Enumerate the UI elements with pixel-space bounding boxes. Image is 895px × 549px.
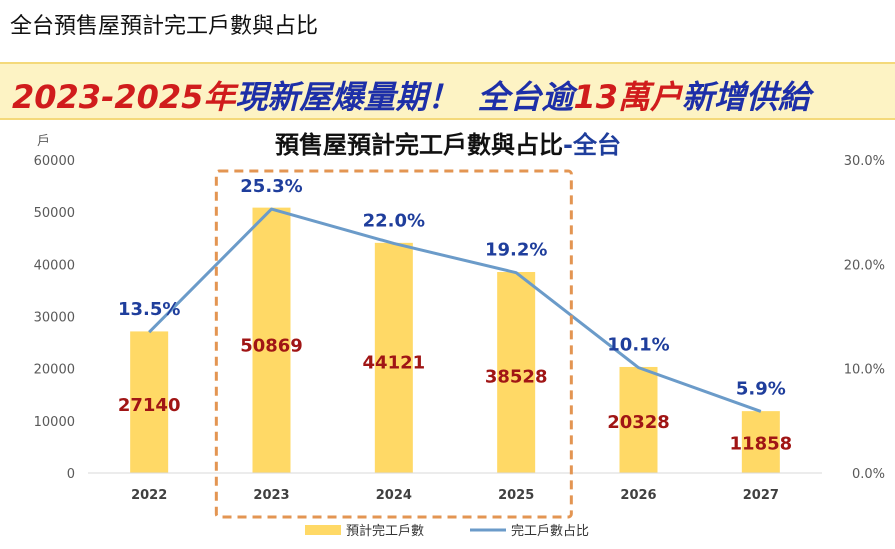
share-value-label: 19.2%: [485, 240, 547, 261]
y-left-tick-label: 10000: [34, 415, 75, 430]
y-left-tick-label: 0: [67, 467, 75, 482]
x-tick-label: 2024: [376, 488, 412, 503]
bar-value-label: 11858: [730, 433, 793, 454]
x-tick-label: 2023: [253, 488, 289, 503]
share-value-label: 22.0%: [363, 210, 425, 231]
headline-island: 全台逾: [477, 78, 574, 116]
highlight-box: [214, 169, 573, 519]
page-title: 全台預售屋預計完工戶數與占比: [10, 14, 319, 39]
share-value-label: 10.1%: [607, 335, 669, 356]
y-right-tick-label: 0.0%: [852, 467, 885, 482]
headline-banner: 2023-2025年現新屋爆量期！ 全台逾13萬户新增供給: [0, 62, 895, 120]
y-left-tick-label: 40000: [34, 258, 75, 273]
legend-bar-label: 預計完工戶數: [346, 523, 424, 539]
headline-years: 2023-2025年: [12, 78, 236, 116]
share-value-label: 5.9%: [736, 378, 786, 399]
x-tick-label: 2026: [620, 488, 656, 503]
chart-title: 預售屋預計完工戶數與占比-全台: [275, 131, 621, 159]
bar-value-label: 38528: [485, 367, 548, 388]
bar-2027: [741, 411, 780, 473]
y-right-tick-label: 10.0%: [844, 363, 885, 378]
x-tick-label: 2022: [131, 488, 167, 503]
share-line: [148, 207, 762, 413]
bar-2023: [252, 207, 291, 474]
legend-line-label: 完工戶數占比: [511, 524, 589, 539]
bar-value-label: 50869: [240, 336, 303, 357]
y-left-tick-label: 60000: [34, 154, 75, 169]
share-value-label: 13.5%: [118, 299, 180, 320]
bar-value-label: 27140: [118, 395, 181, 416]
y-left-tick-label: 20000: [34, 363, 75, 378]
share-value-label: 25.3%: [240, 176, 302, 197]
y-right-tick-label: 20.0%: [844, 258, 885, 273]
y-left-tick-label: 30000: [34, 311, 75, 326]
y-right-tick-label: 30.0%: [844, 154, 885, 169]
bar-value-label: 20328: [607, 412, 670, 433]
bar-2026: [619, 366, 658, 473]
headline-boom: 現新屋爆量期！: [235, 78, 460, 116]
bar-2022: [130, 331, 169, 473]
x-tick-label: 2025: [498, 488, 534, 503]
legend-bar-swatch: [305, 525, 341, 535]
headline-supply: 新增供給: [682, 78, 811, 116]
headline-text: 2023-2025年現新屋爆量期！ 全台逾13萬户新增供給: [12, 72, 810, 118]
bar-2024: [374, 242, 413, 473]
y-left-tick-label: 50000: [34, 206, 75, 221]
x-tick-label: 2027: [743, 488, 779, 503]
y-axis-unit-label: 戶: [37, 134, 50, 149]
legend: 預計完工戶數 完工戶數占比: [305, 523, 589, 539]
bar-value-label: 44121: [363, 353, 426, 374]
headline-count: 13萬户: [573, 78, 682, 116]
bar-2025: [497, 272, 536, 473]
